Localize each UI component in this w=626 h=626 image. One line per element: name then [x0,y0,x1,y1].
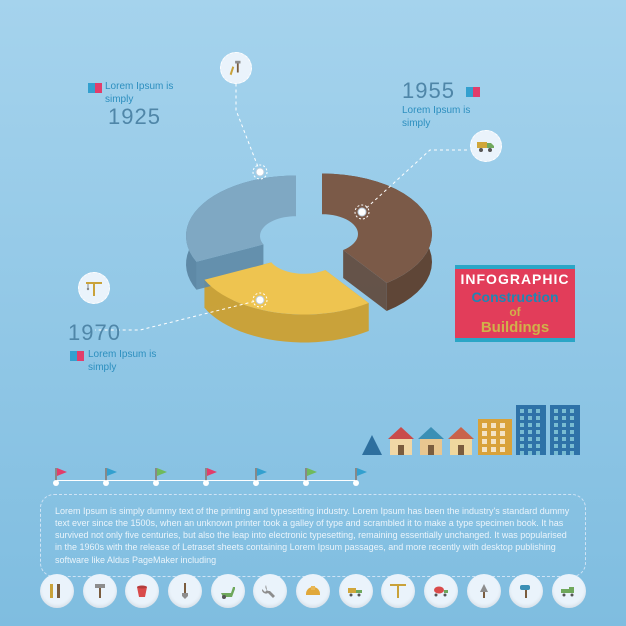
shovel-icon [168,574,202,608]
hammer-icon [83,574,117,608]
truck-icon [470,130,502,162]
wrench-icon [253,574,287,608]
year-1970: 1970 [68,320,121,346]
callout-1955-text: Lorem Ipsum is simply [402,104,492,130]
callout-1970-text: Lorem Ipsum is simply [88,348,178,374]
timeline-flag [305,468,307,482]
bucket-icon [125,574,159,608]
pickup-truck-icon [552,574,586,608]
title-line1: INFOGRAPHIC [455,269,575,289]
title-line3: of [455,305,575,319]
title-line4: Buildings [455,319,575,336]
title-line2: Construction [455,289,575,305]
mixer-truck-icon [424,574,458,608]
timeline-flag [205,468,207,482]
roller-icon [509,574,543,608]
wheelbarrow-icon [211,574,245,608]
footer-text: Lorem Ipsum is simply dummy text of the … [40,494,586,577]
ribbon-1955 [466,84,480,94]
tools-icon [220,52,252,84]
dump-truck-icon [339,574,373,608]
buildings-row [360,405,600,485]
timeline-flag [355,468,357,482]
ribbon-1925 [88,80,102,90]
year-1955: 1955 [402,78,455,104]
ruler-brush-icon [40,574,74,608]
crane-icon [78,272,110,304]
infographic-stage: Lorem Ipsum is simply 1925 1955 Lorem Ip… [0,0,626,626]
trowel-icon [467,574,501,608]
timeline-flag [105,468,107,482]
tool-icon-strip [40,574,586,608]
year-1925: 1925 [108,104,161,130]
ribbon-1970 [70,348,84,358]
timeline-flag [155,468,157,482]
crane-icon [381,574,415,608]
timeline [55,462,355,486]
timeline-flag [55,468,57,482]
title-block: INFOGRAPHIC Construction of Buildings [455,265,575,342]
timeline-flag [255,468,257,482]
hardhat-icon [296,574,330,608]
callout-1925-text: Lorem Ipsum is simply [105,80,195,106]
pie-chart [170,120,450,380]
